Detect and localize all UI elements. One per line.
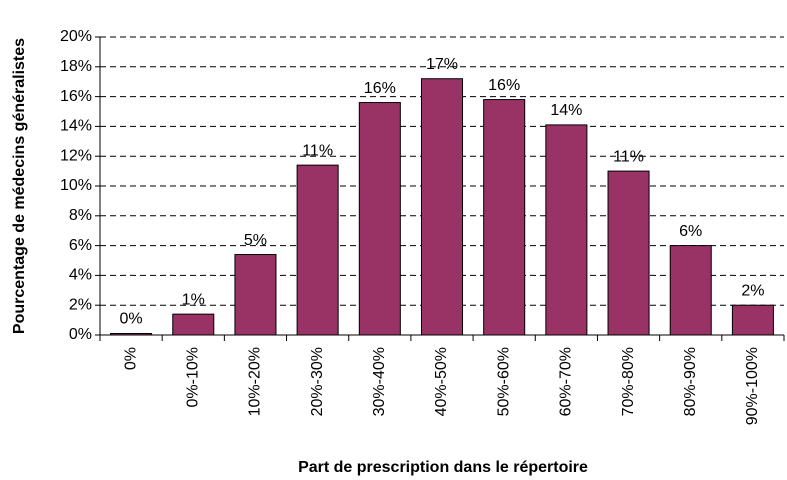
x-tick-label: 0% (122, 347, 139, 370)
y-tick-label: 20% (60, 28, 92, 45)
x-tick-label: 40%-50% (433, 347, 450, 416)
bar (234, 254, 277, 336)
x-tick-label: 10%-20% (247, 347, 264, 416)
value-label: 16% (364, 80, 396, 97)
y-axis-title: Pourcentage de médecins généralistes (11, 38, 28, 334)
bar (110, 333, 153, 336)
value-label: 11% (302, 142, 333, 159)
value-label: 0% (120, 311, 143, 328)
value-label: 17% (426, 56, 458, 73)
x-tick-label: 30%-40% (371, 347, 388, 416)
x-axis-title: Part de prescription dans le répertoire (298, 459, 588, 476)
value-label: 11% (613, 148, 644, 165)
x-tick-label: 80%-90% (682, 347, 699, 416)
bar (296, 164, 339, 336)
y-tick-label: 16% (60, 88, 92, 105)
y-tick-label: 14% (60, 118, 92, 135)
y-tick-label: 0% (69, 326, 92, 343)
value-label: 1% (182, 291, 205, 308)
bar (607, 170, 650, 336)
x-tick-label: 90%-100% (744, 347, 761, 425)
bar (420, 78, 464, 336)
bar (483, 99, 526, 336)
value-label: 16% (488, 77, 520, 94)
y-tick-label: 6% (69, 237, 92, 254)
bar (172, 313, 215, 336)
y-tick-label: 8% (69, 207, 92, 224)
y-tick-label: 2% (69, 296, 92, 313)
y-tick-label: 4% (69, 267, 92, 284)
bar (669, 245, 712, 336)
x-tick-label: 0%-10% (184, 347, 201, 407)
x-tick-label: 60%-70% (558, 347, 575, 416)
bar (545, 124, 588, 336)
bar (358, 102, 401, 336)
value-label: 2% (741, 282, 764, 299)
x-tick-label: 70%-80% (620, 347, 637, 416)
value-label: 14% (550, 102, 582, 119)
y-tick-label: 18% (60, 58, 92, 75)
value-label: 5% (244, 232, 267, 249)
y-tick-label: 12% (60, 147, 92, 164)
x-tick-label: 20%-30% (309, 347, 326, 416)
value-label: 6% (679, 223, 702, 240)
x-tick-label: 50%-60% (495, 347, 512, 416)
bar (731, 304, 774, 336)
y-tick-label: 10% (60, 177, 92, 194)
